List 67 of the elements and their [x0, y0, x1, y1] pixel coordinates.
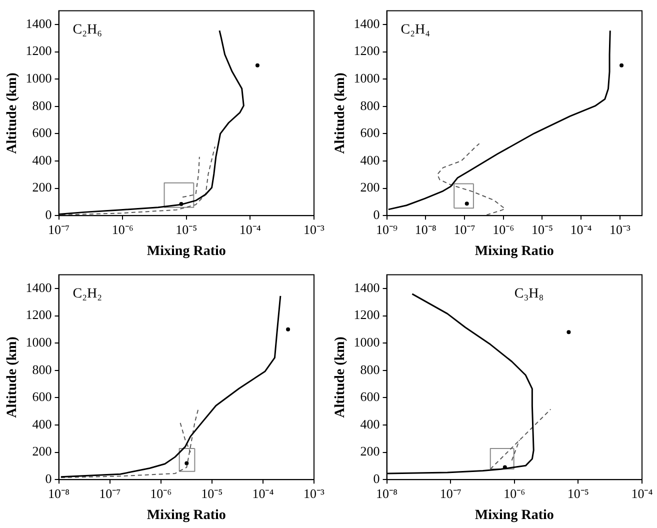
x-tick-label: 10⁻⁵	[567, 486, 589, 501]
x-tick-label: 10⁻⁵	[201, 486, 223, 501]
y-tick-label: 1400	[26, 16, 52, 31]
x-tick-label: 10⁻⁶	[112, 222, 134, 237]
y-tick-label: 1000	[26, 70, 52, 86]
y-tick-label: 1200	[354, 43, 380, 58]
y-tick-label: 800	[32, 98, 52, 113]
x-axis-title: Mixing Ratio	[474, 508, 554, 524]
y-tick-label: 600	[32, 125, 52, 140]
y-tick-label: 600	[32, 389, 52, 404]
x-tick-label: 10⁻⁴	[631, 486, 654, 501]
y-tick-label: 1400	[354, 280, 380, 295]
x-tick-label: 10⁻⁷	[99, 486, 121, 501]
x-tick-label: 10⁻⁸	[376, 486, 398, 501]
x-tick-label: 10⁻³	[609, 222, 630, 237]
y-tick-label: 200	[360, 444, 380, 459]
x-tick-label: 10⁻³	[304, 486, 325, 501]
y-tick-label: 0	[373, 471, 380, 486]
y-tick-label: 400	[360, 152, 380, 168]
x-tick-label: 10⁻⁷	[454, 222, 476, 237]
annotation: C₂H₄	[400, 22, 430, 38]
y-tick-label: 200	[32, 444, 52, 459]
y-tick-label: 0	[373, 207, 380, 222]
x-tick-label: 10⁻⁴	[239, 222, 262, 237]
x-tick-label: 10⁻⁷	[48, 222, 70, 237]
y-tick-label: 1400	[354, 16, 380, 31]
x-axis-title: Mixing Ratio	[474, 244, 554, 260]
x-tick-label: 10⁻⁸	[414, 222, 437, 237]
y-tick-label: 800	[360, 362, 380, 377]
y-axis-title: Altitude (km)	[333, 72, 348, 154]
y-tick-label: 400	[32, 152, 52, 168]
x-tick-label: 10⁻⁶	[504, 486, 526, 501]
y-tick-label: 200	[360, 180, 380, 195]
x-tick-label: 10⁻⁹	[376, 222, 398, 237]
y-axis-title: Altitude (km)	[5, 336, 20, 418]
x-axis-title: Mixing Ratio	[146, 508, 226, 524]
y-tick-label: 800	[360, 98, 380, 113]
x-tick-label: 10⁻⁵	[531, 222, 553, 237]
y-axis-title: Altitude (km)	[5, 72, 20, 154]
y-axis-title: Altitude (km)	[333, 336, 348, 418]
annotation: C₃H₈	[514, 286, 544, 302]
y-tick-label: 600	[360, 125, 380, 140]
x-tick-label: 10⁻⁸	[48, 486, 70, 501]
y-tick-label: 400	[32, 416, 52, 432]
y-tick-label: 200	[32, 180, 52, 195]
y-tick-label: 1000	[354, 70, 380, 86]
y-tick-label: 1200	[354, 307, 380, 322]
y-tick-label: 1200	[26, 43, 52, 58]
x-tick-label: 10⁻⁶	[150, 486, 172, 501]
x-axis-title: Mixing Ratio	[146, 244, 226, 260]
y-tick-label: 0	[45, 471, 52, 486]
y-tick-label: 1400	[26, 280, 52, 295]
y-tick-label: 400	[360, 416, 380, 432]
annotation: C₂H₆	[72, 22, 102, 38]
x-tick-label: 10⁻³	[304, 222, 325, 237]
x-tick-label: 10⁻⁵	[176, 222, 198, 237]
x-tick-label: 10⁻⁶	[492, 222, 514, 237]
y-tick-label: 0	[45, 207, 52, 222]
x-tick-label: 10⁻⁴	[570, 222, 592, 237]
y-tick-label: 1200	[26, 307, 52, 322]
y-tick-label: 1000	[354, 334, 380, 350]
y-tick-label: 800	[32, 362, 52, 377]
y-tick-label: 600	[360, 389, 380, 404]
annotation: C₂H₂	[72, 286, 102, 302]
x-tick-label: 10⁻⁷	[440, 486, 462, 501]
x-tick-label: 10⁻⁴	[252, 486, 274, 501]
y-tick-label: 1000	[26, 334, 52, 350]
